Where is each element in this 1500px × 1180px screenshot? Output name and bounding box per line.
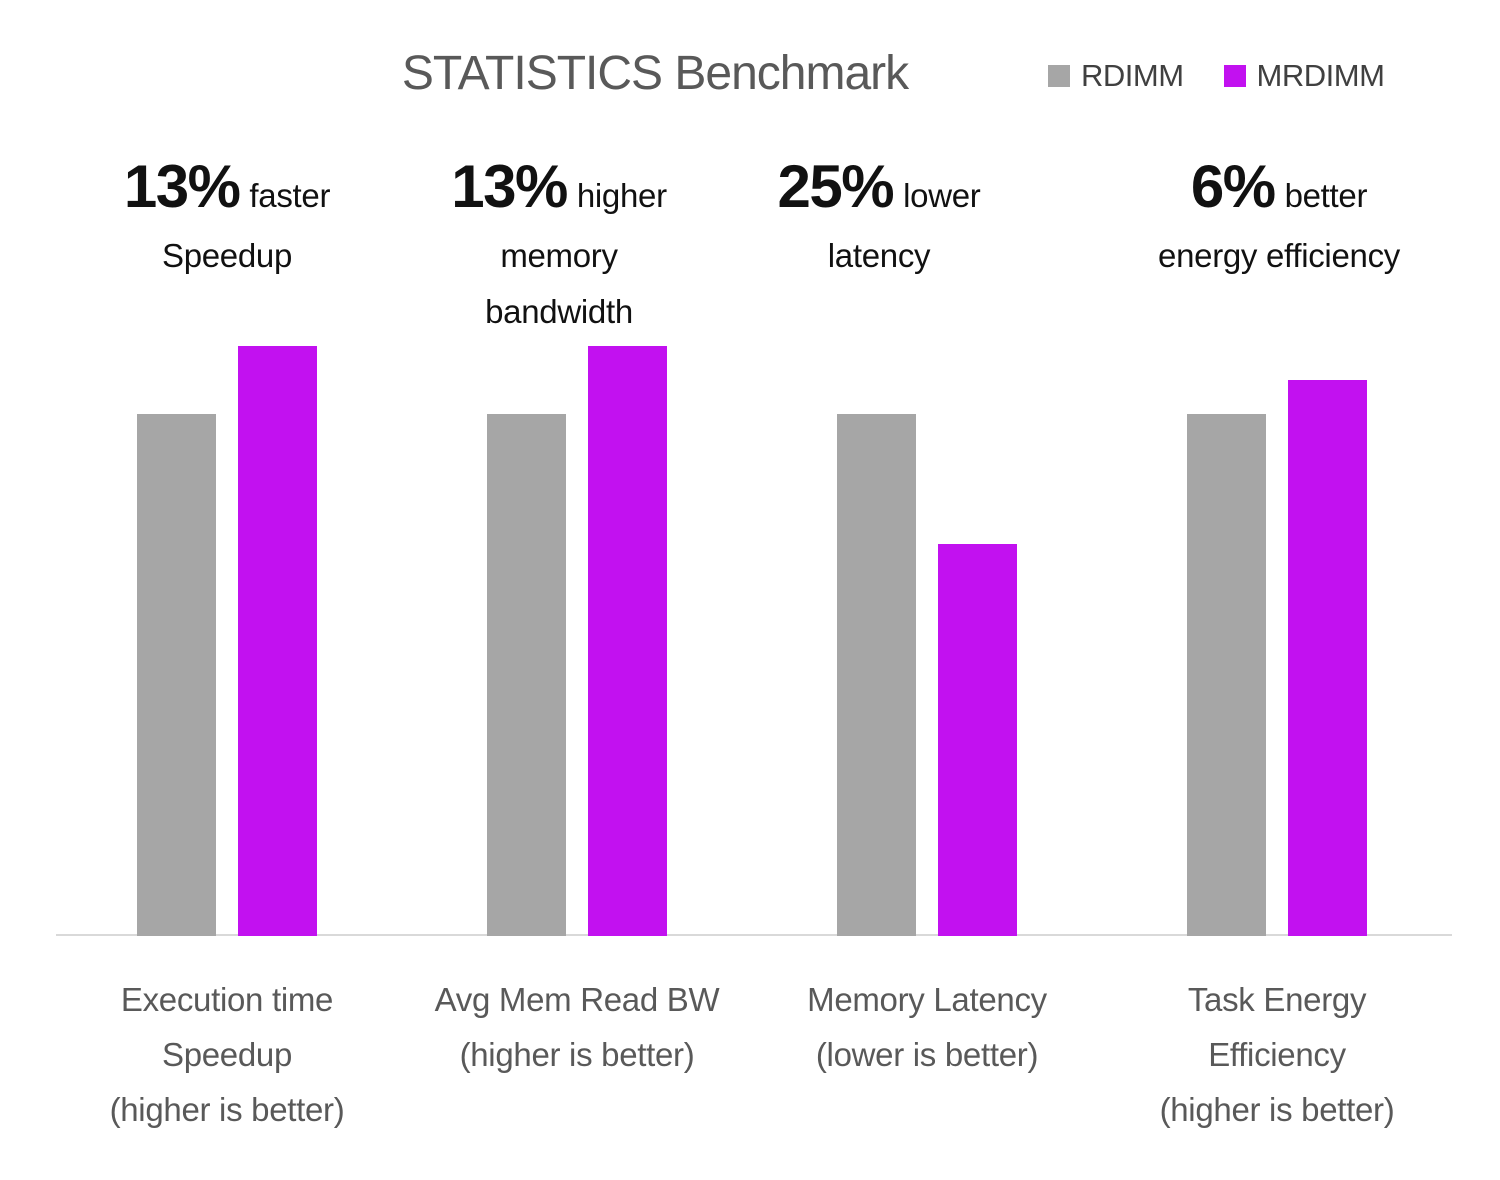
bar-mrdimm-group2 <box>588 346 667 936</box>
legend-item-mrdimm: MRDIMM <box>1223 58 1385 94</box>
x-axis-line <box>56 934 1452 936</box>
bar-mrdimm-group3 <box>938 544 1017 936</box>
legend-item-rdimm: RDIMM <box>1048 58 1184 94</box>
legend-label: RDIMM <box>1081 58 1184 93</box>
annotation-percent: 13% <box>451 153 568 220</box>
x-axis-label-line: Speedup <box>161 1036 293 1073</box>
annotation-headline: 6% better <box>1079 155 1479 228</box>
annotation-group1: 13% faster Speedup <box>27 155 427 284</box>
x-axis-label-line: (lower is better) <box>815 1036 1039 1073</box>
x-axis-label-line: (higher is better) <box>1159 1091 1395 1128</box>
bar-mrdimm-group1 <box>238 346 317 936</box>
bar-rdimm-group2 <box>487 414 566 936</box>
annotation-group3: 25% lower latency <box>679 155 1079 284</box>
annotation-percent: 13% <box>123 153 241 220</box>
x-axis-label-group3: Memory Latency (lower is better) <box>717 972 1137 1082</box>
x-axis-label-group1: Execution time Speedup (higher is better) <box>17 972 437 1137</box>
annotation-qualifier: higher <box>576 177 667 214</box>
bar-rdimm-group3 <box>837 414 916 936</box>
annotation-line: bandwidth <box>485 293 633 330</box>
x-axis-label-line: (higher is better) <box>459 1036 695 1073</box>
annotation-group2: 13% higher memory bandwidth <box>359 155 759 340</box>
x-axis-label-group4: Task Energy Efficiency (higher is better) <box>1067 972 1487 1137</box>
annotation-line: memory <box>500 237 618 274</box>
legend-swatch-mrdimm <box>1223 65 1246 87</box>
x-axis-label-group2: Avg Mem Read BW (higher is better) <box>367 972 787 1082</box>
annotation-headline: 13% higher <box>359 155 759 228</box>
bar-mrdimm-group4 <box>1288 380 1367 936</box>
annotation-percent: 25% <box>777 153 895 220</box>
annotation-headline: 25% lower <box>679 155 1079 228</box>
annotation-line: latency <box>827 237 931 274</box>
annotation-headline: 13% faster <box>27 155 427 228</box>
bar-rdimm-group4 <box>1187 414 1266 936</box>
legend: RDIMM MRDIMM <box>1048 58 1385 94</box>
legend-swatch-rdimm <box>1048 65 1070 87</box>
x-axis-label-line: Task Energy <box>1187 981 1367 1018</box>
x-axis-label-line: (higher is better) <box>109 1091 345 1128</box>
x-axis-label-line: Execution time <box>120 981 334 1018</box>
x-axis-label-line: Memory Latency <box>807 981 1047 1018</box>
annotation-qualifier: faster <box>249 177 331 214</box>
annotation-percent: 6% <box>1190 153 1276 220</box>
legend-label: MRDIMM <box>1256 58 1385 93</box>
bar-rdimm-group1 <box>137 414 216 936</box>
annotation-line: Speedup <box>161 237 293 274</box>
annotation-group4: 6% better energy efficiency <box>1079 155 1479 284</box>
x-axis-label-line: Efficiency <box>1208 1036 1346 1073</box>
chart-title: STATISTICS Benchmark <box>401 47 909 100</box>
annotation-line: energy efficiency <box>1158 237 1400 274</box>
x-axis-label-line: Avg Mem Read BW <box>434 981 720 1018</box>
annotation-qualifier: lower <box>903 177 981 214</box>
annotation-qualifier: better <box>1284 177 1368 214</box>
